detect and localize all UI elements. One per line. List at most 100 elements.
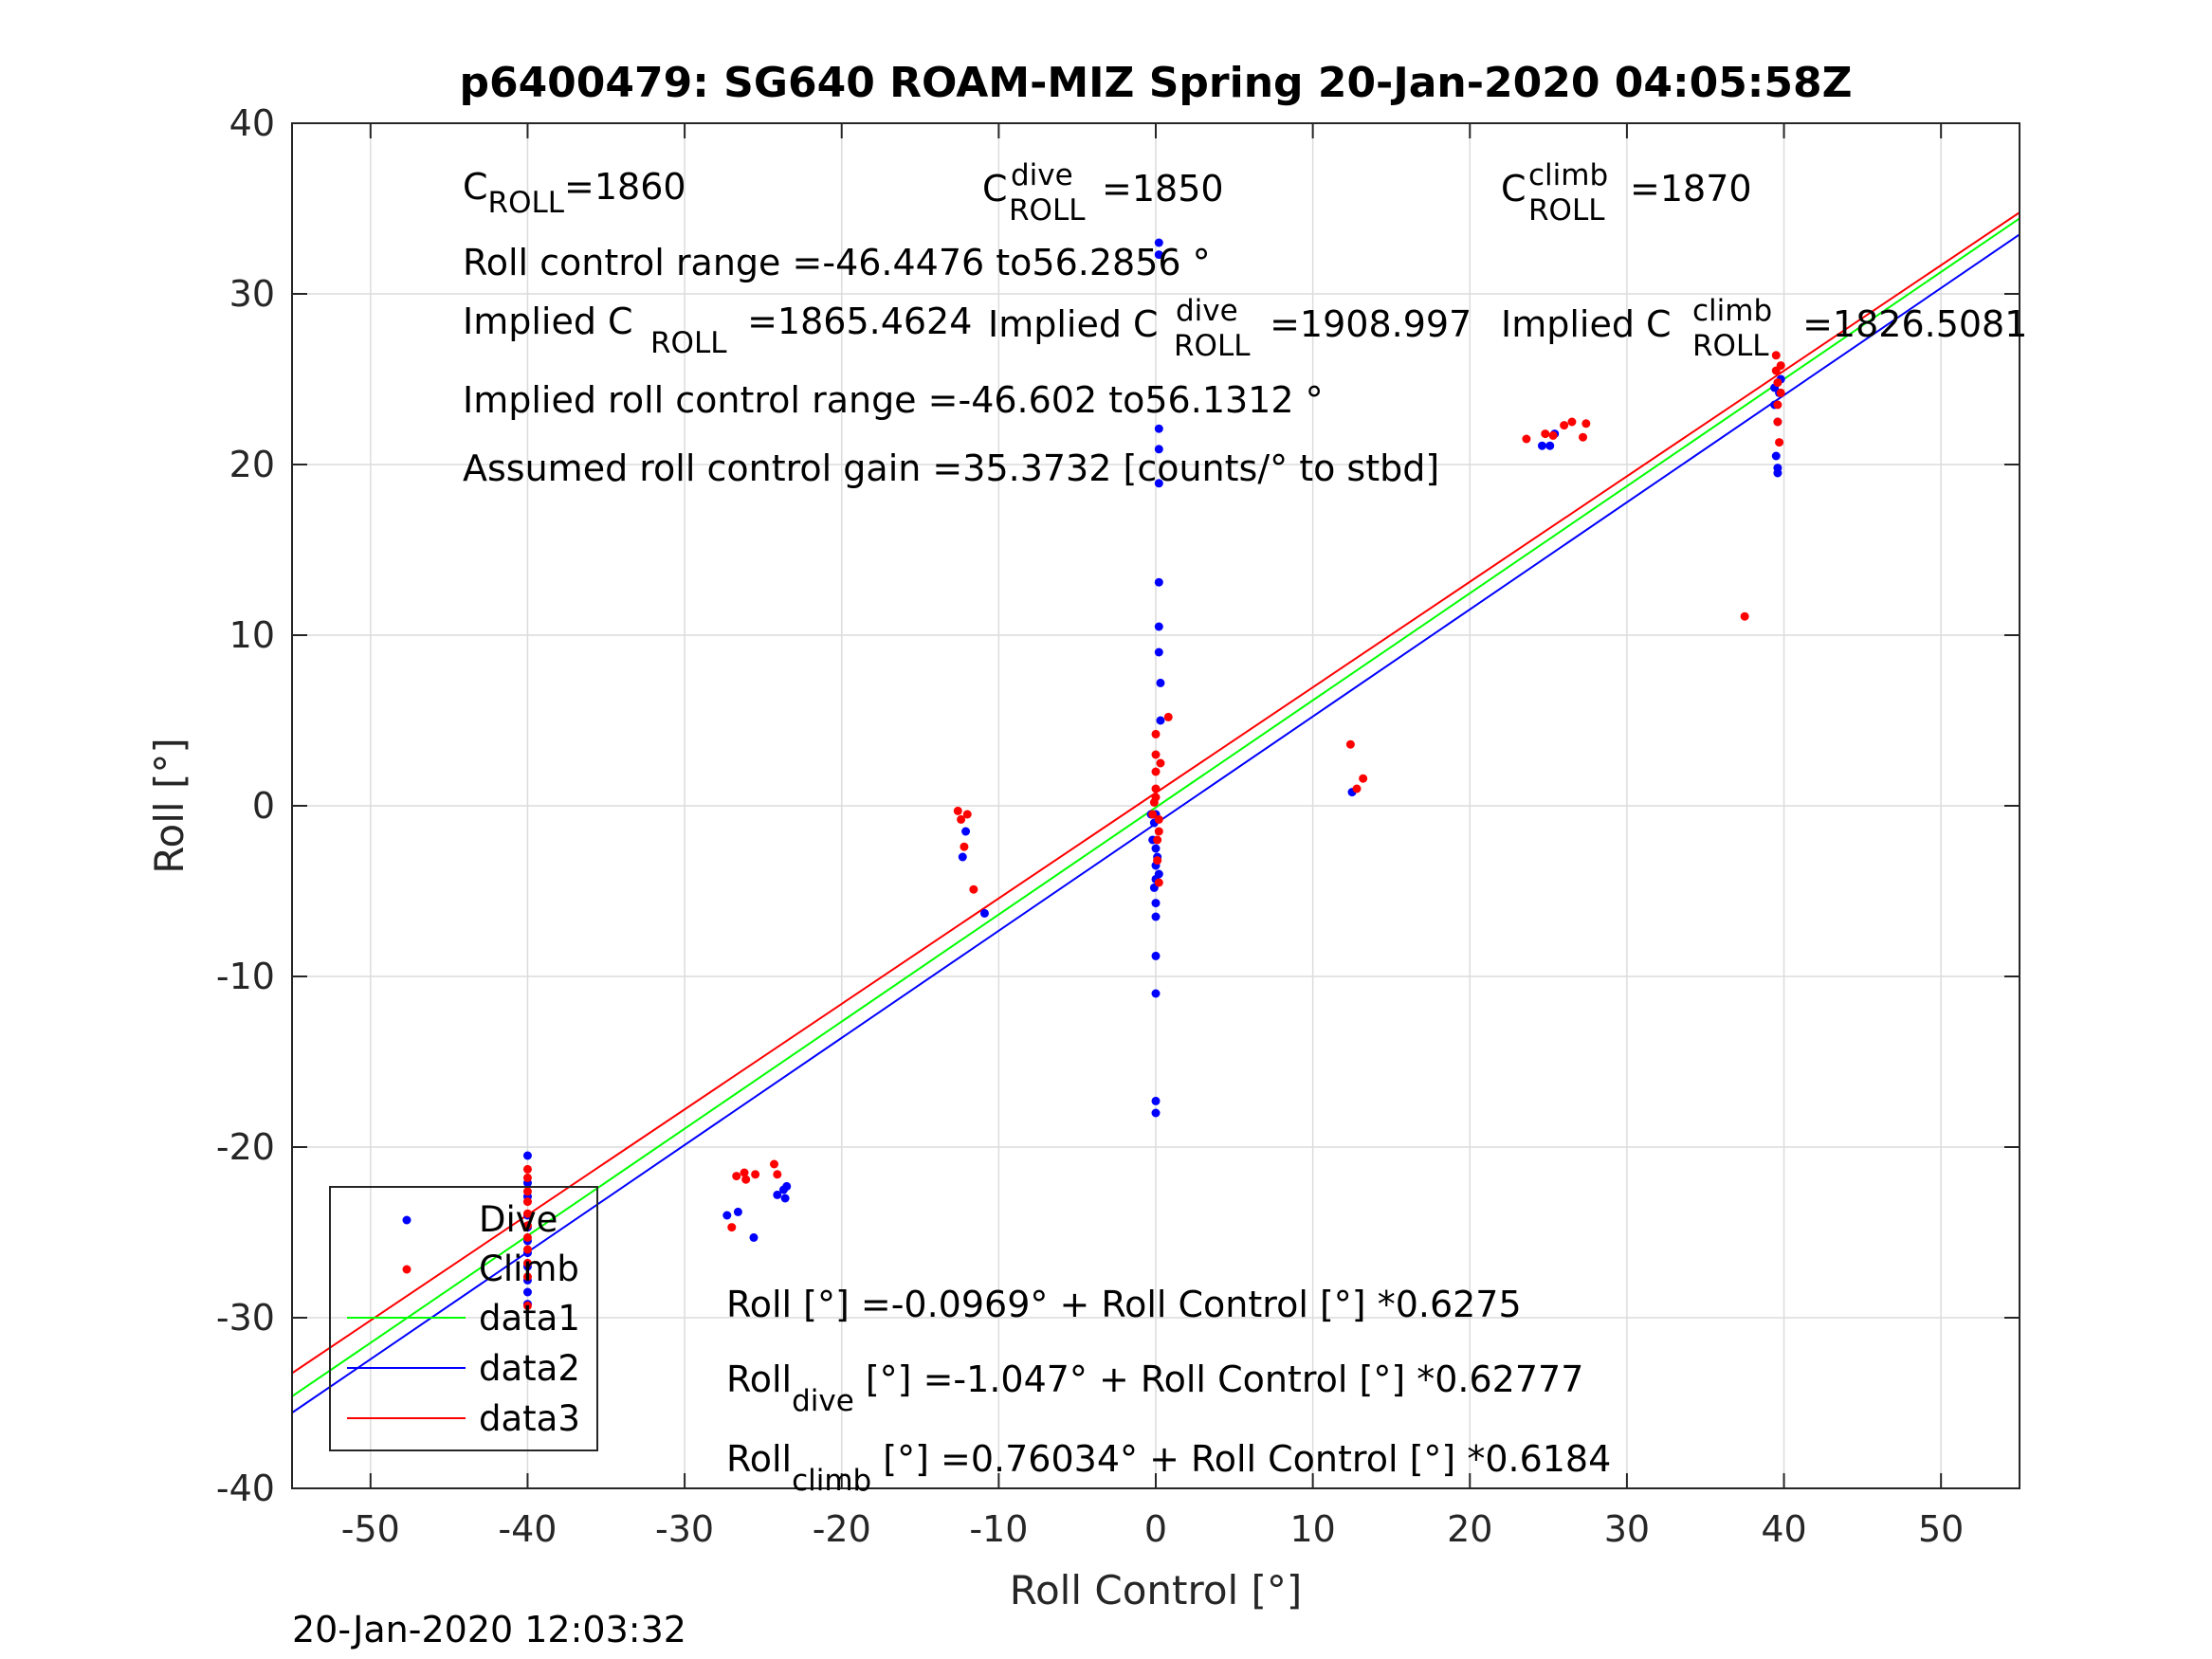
point-dive bbox=[1154, 647, 1163, 657]
legend-data2-label: data2 bbox=[479, 1348, 580, 1389]
x-tick-label: 50 bbox=[1918, 1508, 1964, 1550]
point-climb bbox=[732, 1172, 741, 1181]
y-tick-label: -30 bbox=[216, 1297, 275, 1339]
point-climb bbox=[1776, 361, 1785, 371]
c-roll-dive-annotation: CROLLdive =1850 bbox=[982, 158, 1224, 228]
point-dive bbox=[522, 1287, 532, 1297]
point-dive bbox=[1151, 912, 1161, 921]
point-climb bbox=[1522, 434, 1531, 444]
implied-c-roll-climb: Implied CROLLclimb =1826.5081 bbox=[1501, 294, 2027, 363]
x-tick-label: -50 bbox=[341, 1508, 400, 1550]
legend-data3-label: data3 bbox=[479, 1398, 580, 1439]
point-climb bbox=[1773, 417, 1782, 427]
point-dive bbox=[1154, 250, 1163, 260]
point-climb bbox=[741, 1175, 751, 1184]
point-dive bbox=[961, 827, 971, 836]
legend-dive-label: Dive bbox=[479, 1199, 558, 1240]
point-dive bbox=[1773, 464, 1782, 473]
point-climb bbox=[1153, 835, 1162, 845]
x-tick-label: -20 bbox=[813, 1508, 871, 1550]
timestamp: 20-Jan-2020 12:03:32 bbox=[292, 1609, 686, 1650]
x-tick-label: -40 bbox=[498, 1508, 557, 1550]
scatter-points bbox=[522, 238, 1785, 1310]
y-axis-label: Roll [°] bbox=[146, 738, 192, 873]
y-tick-label: 30 bbox=[229, 273, 275, 315]
c-roll-annotation: CROLL=1860 bbox=[463, 166, 686, 220]
y-tick-label: 40 bbox=[229, 102, 275, 144]
point-dive bbox=[1151, 899, 1161, 908]
point-climb bbox=[1151, 793, 1161, 802]
x-tick-label: 30 bbox=[1604, 1508, 1650, 1550]
point-climb bbox=[1773, 378, 1782, 388]
implied-roll-control-range: Implied roll control range =-46.602 to56… bbox=[463, 379, 1324, 421]
point-dive bbox=[773, 1190, 782, 1199]
point-dive bbox=[1154, 869, 1163, 879]
point-climb bbox=[960, 842, 969, 851]
point-climb bbox=[1359, 774, 1368, 783]
point-dive bbox=[1151, 1096, 1161, 1105]
point-climb bbox=[957, 814, 966, 824]
point-climb bbox=[953, 806, 962, 815]
roll-control-range: Roll control range =-46.4476 to56.2856 ° bbox=[463, 242, 1211, 283]
point-climb bbox=[1548, 430, 1558, 440]
point-climb bbox=[1776, 388, 1785, 397]
point-climb bbox=[522, 1232, 532, 1242]
legend-data1-label: data1 bbox=[479, 1298, 580, 1339]
point-climb bbox=[1771, 351, 1781, 360]
x-tick-label: -10 bbox=[969, 1508, 1028, 1550]
point-climb bbox=[522, 1221, 532, 1231]
point-dive bbox=[1154, 238, 1163, 247]
point-dive bbox=[782, 1181, 792, 1191]
point-dive bbox=[780, 1194, 790, 1203]
point-climb bbox=[1151, 729, 1161, 738]
legend-box bbox=[329, 1186, 598, 1451]
point-climb bbox=[522, 1187, 532, 1196]
point-dive bbox=[1151, 989, 1161, 998]
point-climb bbox=[1581, 419, 1591, 428]
point-climb bbox=[522, 1173, 532, 1182]
x-axis-label: Roll Control [°] bbox=[1010, 1567, 1303, 1613]
x-tick-label: 0 bbox=[1144, 1508, 1167, 1550]
fit-dive-equation: Rolldive [°] =-1.047° + Roll Control [°]… bbox=[726, 1358, 1583, 1418]
point-climb bbox=[1156, 758, 1165, 768]
point-climb bbox=[751, 1170, 760, 1179]
point-climb bbox=[1151, 784, 1161, 793]
point-climb bbox=[1154, 827, 1163, 836]
y-tick-label: 0 bbox=[252, 785, 275, 827]
point-climb bbox=[1773, 400, 1782, 410]
point-dive bbox=[1154, 445, 1163, 454]
legend-climb-label: Climb bbox=[479, 1249, 579, 1289]
fit-all-equation: Roll [°] =-0.0969° + Roll Control [°] *0… bbox=[726, 1284, 1522, 1325]
legend-dive-marker bbox=[402, 1215, 411, 1225]
point-climb bbox=[1579, 432, 1588, 442]
point-dive bbox=[1154, 479, 1163, 488]
y-tick-label: -40 bbox=[216, 1468, 275, 1509]
x-tick-label: -30 bbox=[655, 1508, 714, 1550]
y-tick-label: 20 bbox=[229, 444, 275, 485]
point-dive bbox=[522, 1151, 532, 1160]
point-climb bbox=[1541, 429, 1550, 439]
point-dive bbox=[1156, 716, 1165, 725]
series-line-data1 bbox=[291, 217, 2020, 1397]
point-dive bbox=[1537, 441, 1546, 450]
axis-ticks bbox=[292, 122, 2020, 1489]
chart-title: p6400479: SG640 ROAM-MIZ Spring 20-Jan-2… bbox=[459, 59, 1852, 107]
legend: Dive Climb data1 data2 data3 bbox=[329, 1186, 598, 1451]
point-climb bbox=[1163, 712, 1173, 721]
point-climb bbox=[1560, 421, 1569, 430]
point-climb bbox=[962, 810, 972, 819]
point-dive bbox=[749, 1232, 759, 1242]
point-dive bbox=[722, 1211, 732, 1220]
legend-climb-marker bbox=[402, 1265, 411, 1274]
point-climb bbox=[1151, 750, 1161, 759]
implied-c-roll: Implied CROLL =1865.4624 bbox=[463, 301, 972, 360]
x-tick-label: 10 bbox=[1289, 1508, 1335, 1550]
point-climb bbox=[522, 1258, 532, 1267]
assumed-gain: Assumed roll control gain =35.3732 [coun… bbox=[463, 447, 1439, 489]
point-climb bbox=[522, 1164, 532, 1174]
point-climb bbox=[1154, 878, 1163, 887]
point-climb bbox=[1153, 856, 1162, 866]
point-climb bbox=[1148, 810, 1158, 819]
point-climb bbox=[1567, 417, 1577, 427]
